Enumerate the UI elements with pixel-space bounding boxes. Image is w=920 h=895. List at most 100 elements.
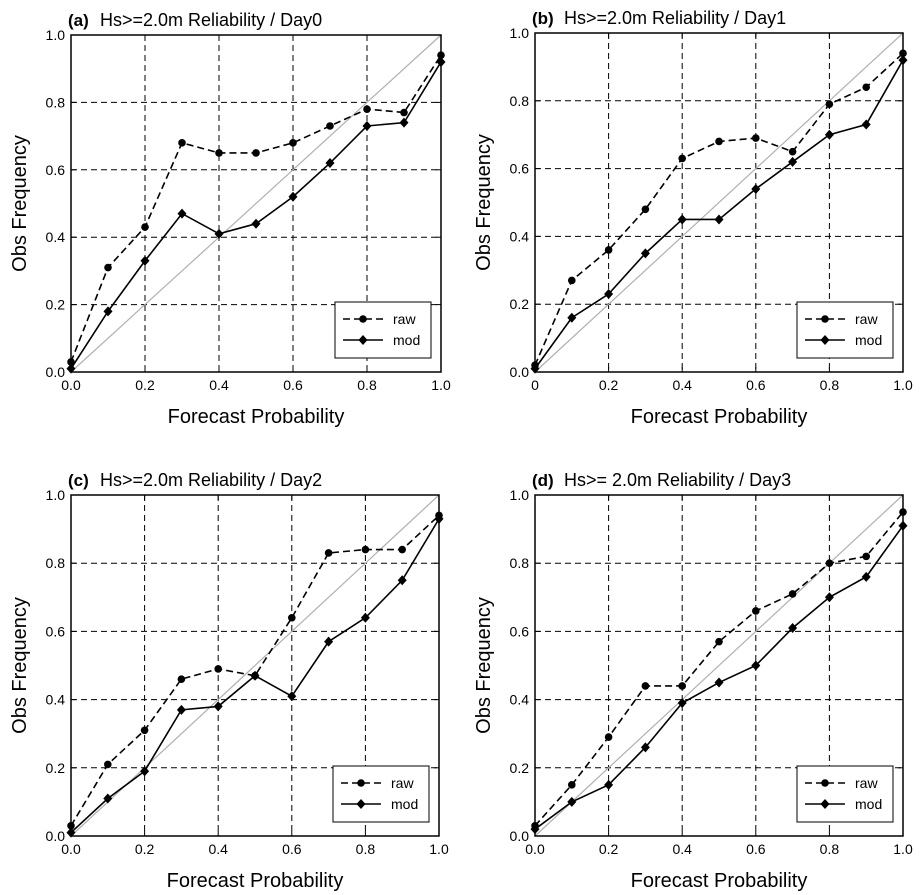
data-point-mod [824,592,834,603]
y-axis-label: Obs Frequency [473,134,495,271]
data-point-raw [400,108,408,117]
y-tick-label: 0.4 [46,692,66,708]
data-point-raw [104,760,112,769]
data-point-raw [752,607,760,615]
data-point-mod [640,742,650,753]
x-tick-label: 0.2 [599,841,619,857]
legend: raw mod [332,765,430,823]
x-tick-label: 1.0 [429,841,449,857]
data-point-mod [399,117,409,128]
legend-label-raw: raw [855,311,878,327]
legend-marker-raw [821,315,829,323]
plot-frame [534,494,904,837]
series-line-raw [70,514,440,827]
data-point-mod [530,824,540,835]
x-tick-label: 0.2 [599,377,619,393]
data-point-mod [861,571,871,582]
data-point-raw [678,682,686,690]
data-point-mod [288,191,298,202]
y-axis-label: Obs Frequency [473,597,495,734]
y-axis-label: Obs Frequency [9,135,31,272]
data-point-mod [751,660,761,671]
chart-panel-3: 0.0 0.2 0.4 0.6 0.8 1.0 0.0 0.2 0.4 0.6 0.8 1.0 raw m… [9,470,449,892]
data-point-raw [568,781,576,789]
y-tick-label: 0.4 [510,692,530,708]
y-tick-label: 1.0 [46,487,66,503]
x-tick-label: 0.6 [746,377,766,393]
data-point-raw [715,637,723,646]
chart-title: Hs>=2.0m Reliability / Day0 [100,10,322,30]
x-tick-label: 0.4 [208,841,228,857]
data-point-mod [103,306,113,317]
panel-label: (b) [532,9,554,28]
data-point-raw [363,105,371,113]
data-point-mod [677,214,687,225]
y-tick-label: 0.4 [510,228,530,244]
plot-frame [70,34,442,373]
x-tick-label: 0.6 [746,841,766,857]
series-line-raw [534,511,904,827]
x-tick-label: 0.6 [283,377,303,393]
legend-marker-mod [358,335,368,345]
data-point-raw [289,139,297,147]
data-point-raw [862,83,870,92]
y-tick-label: 0.2 [510,296,530,312]
data-point-raw [214,665,222,673]
data-point-raw [252,149,260,157]
data-point-mod [677,698,687,709]
data-point-mod [714,214,724,225]
x-tick-label: 1.0 [431,377,451,393]
x-axis-label: Forecast Probability [631,870,808,892]
x-tick-label: 1.0 [893,841,913,857]
data-point-mod [788,622,798,633]
data-point-mod [324,636,334,647]
data-point-mod [434,513,444,524]
data-point-raw [437,51,445,60]
legend-marker-raw [357,779,365,787]
y-tick-label: 0.2 [46,297,66,313]
data-point-raw [899,49,907,58]
data-point-raw [288,613,296,622]
x-tick-label: 0.0 [61,841,81,857]
legend-label-raw: raw [855,775,878,791]
data-point-mod [176,704,186,715]
data-point-raw [326,122,334,130]
y-tick-label: 0.6 [510,623,530,639]
data-point-mod [640,248,650,259]
data-point-raw [324,549,333,557]
data-point-mod [567,796,577,807]
data-point-raw [140,726,149,735]
data-point-mod [714,677,724,688]
data-point-raw [862,552,870,561]
y-tick-label: 1.0 [46,27,66,43]
data-point-raw [604,246,613,254]
x-axis-label: Forecast Probability [168,406,345,428]
legend-label-raw: raw [393,311,416,327]
legend-marker-raw [821,779,829,787]
data-point-raw [788,147,797,156]
legend-box [334,301,432,359]
data-point-mod [251,218,261,229]
chart-panel-2: 0 0.2 0.4 0.6 0.8 1.0 0.0 0.2 0.4 0.6 0.8 1.0 raw mod… [473,8,913,428]
y-tick-label: 1.0 [510,487,530,503]
chart-panel-1: 0.0 0.2 0.4 0.6 0.8 1.0 0.0 0.2 0.4 0.6 0.8 1.0 raw m… [9,10,451,428]
y-tick-label: 0.6 [46,162,66,178]
data-point-mod [436,56,446,67]
data-point-raw [104,263,112,272]
perfect-reliability-line [70,34,442,373]
data-point-mod [397,575,407,586]
legend-label-mod: mod [855,332,882,348]
x-tick-label: 0.4 [672,377,692,393]
data-point-raw [752,134,760,142]
perfect-reliability-line [534,494,904,837]
data-point-raw [825,559,834,567]
data-point-raw [568,276,576,285]
y-tick-label: 1.0 [510,25,530,41]
data-point-mod [567,312,577,323]
x-axis-label: Forecast Probability [167,870,344,892]
data-point-mod [103,793,113,804]
data-point-mod [287,691,297,702]
legend-marker-mod [820,799,830,809]
data-point-raw [67,358,75,366]
data-point-mod [530,363,540,374]
